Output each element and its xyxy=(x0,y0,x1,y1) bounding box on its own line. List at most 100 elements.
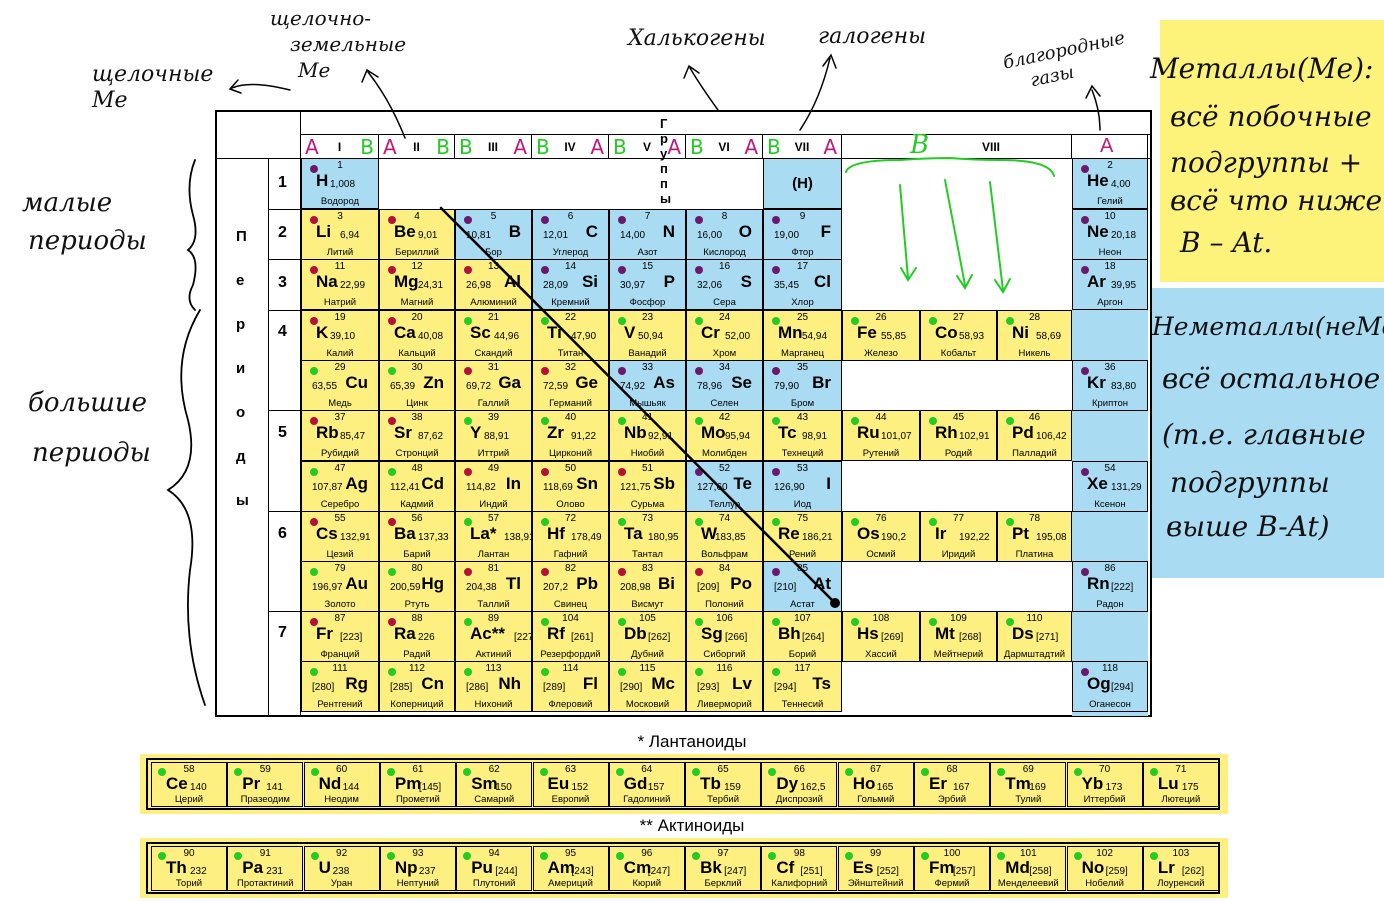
f-element-cell: 94 Pu [244] Плутоний xyxy=(456,846,533,891)
marker-dot xyxy=(158,768,166,776)
atomic-number: 72 xyxy=(564,513,577,524)
element-name: Дубний xyxy=(631,649,664,660)
header-divider xyxy=(215,158,1152,159)
marker-dot xyxy=(541,668,549,676)
atomic-mass: 238 xyxy=(332,866,350,877)
element-symbol: Xe xyxy=(1087,474,1108,493)
element-name: Ксенон xyxy=(1094,499,1126,510)
marker-dot xyxy=(464,367,472,375)
atomic-mass: [259] xyxy=(1105,866,1128,877)
marker-dot xyxy=(1081,668,1089,676)
marker-dot xyxy=(929,417,937,425)
atomic-mass: [247] xyxy=(724,866,747,877)
element-name: Фосфор xyxy=(629,297,666,308)
element-cell-F: 9 19,00 F Фтор xyxy=(763,209,842,260)
element-name: Барий xyxy=(403,549,431,560)
element-cell-Og: 118 Og [294] Оганесон xyxy=(1072,661,1148,712)
atomic-number: 91 xyxy=(259,848,271,859)
element-name: Калий xyxy=(326,348,354,359)
element-cell-Mn: 25 Mn 54,94 Марганец xyxy=(763,310,842,361)
marker-dot xyxy=(618,468,626,476)
element-symbol: Kr xyxy=(1087,373,1106,392)
atomic-number: 92 xyxy=(336,848,348,859)
marker-dot xyxy=(310,668,318,676)
f-element-cell: 97 Bk [247] Берклий xyxy=(685,846,762,891)
element-name: Борий xyxy=(788,649,817,660)
element-name: Кадмий xyxy=(400,499,434,510)
element-name: Диспрозий xyxy=(775,794,823,805)
atomic-mass: 137,33 xyxy=(418,532,449,543)
atomic-number: 60 xyxy=(336,764,348,775)
atomic-mass: [262] xyxy=(648,632,671,643)
element-symbol: Sn xyxy=(576,474,598,493)
f-element-cell: 92 U 238 Уран xyxy=(303,846,380,891)
element-name: Гадолиний xyxy=(623,794,671,805)
element-name: Эрбий xyxy=(937,794,967,805)
atomic-mass: 165 xyxy=(876,782,894,793)
marker-dot xyxy=(541,518,549,526)
atomic-mass: 74,92 xyxy=(620,381,646,392)
element-name: Празеодим xyxy=(240,794,290,805)
element-name: Селен xyxy=(710,398,739,409)
atomic-mass: [223] xyxy=(340,632,363,643)
f-element-cell: 68 Er 167 Эрбий xyxy=(914,762,990,807)
element-name: Уран xyxy=(330,878,353,889)
element-symbol: Gd xyxy=(623,774,648,793)
element-name: Аргон xyxy=(1097,297,1123,308)
marker-dot xyxy=(464,216,472,224)
marker-dot xyxy=(768,768,777,776)
marker-dot xyxy=(618,668,626,676)
atomic-mass: 54,94 xyxy=(802,331,828,342)
element-name: Стронций xyxy=(395,448,439,459)
atomic-mass: 169 xyxy=(1029,782,1046,793)
element-symbol: Mt xyxy=(935,624,955,643)
atomic-number: 28 xyxy=(1028,312,1041,323)
period-separator xyxy=(268,511,301,512)
element-cell-Ts: 117 [294] Ts Теннесий xyxy=(763,661,842,712)
atomic-number: 15 xyxy=(641,261,654,272)
element-name: Гольмий xyxy=(857,794,895,805)
period-separator xyxy=(268,410,301,411)
element-name: Рентгений xyxy=(317,699,363,710)
element-symbol: Er xyxy=(929,774,947,793)
nonmetals-note-4: подгруппы xyxy=(1170,466,1330,499)
group-sub-left: A xyxy=(383,135,397,159)
element-symbol: Hg xyxy=(421,574,444,593)
element-name: Протактиний xyxy=(237,878,294,889)
element-name: Железо xyxy=(864,348,898,359)
atomic-number: 21 xyxy=(487,312,500,323)
atomic-number: 82 xyxy=(564,563,577,574)
element-symbol: Pt xyxy=(1012,524,1029,543)
element-symbol: Tm xyxy=(1005,774,1031,793)
period-number: 2 xyxy=(278,224,287,241)
marker-dot xyxy=(618,216,626,224)
element-cell-Ca: 20 Ca 40,08 Кальций xyxy=(379,310,455,361)
element-symbol: (H) xyxy=(792,175,813,192)
marker-dot xyxy=(615,852,624,860)
metals-note-4: всё что ниже xyxy=(1170,184,1383,217)
element-symbol: Ta xyxy=(624,524,643,543)
atomic-number: 67 xyxy=(870,764,882,775)
element-name: Цинк xyxy=(406,398,428,409)
element-name: Фермий xyxy=(934,878,970,889)
element-cell-Rh: 45 Rh 102,91 Родий xyxy=(920,410,997,461)
group-header-8: VIII xyxy=(842,135,1072,158)
atomic-mass: 44,96 xyxy=(494,331,520,342)
element-symbol: Te xyxy=(733,474,752,493)
marker-dot xyxy=(541,266,549,274)
element-name: Америций xyxy=(548,878,593,889)
element-symbol: Tb xyxy=(700,774,721,793)
element-symbol: Fe xyxy=(857,323,877,342)
element-symbol: Rf xyxy=(547,624,565,643)
marker-dot xyxy=(310,518,318,526)
element-symbol: Sm xyxy=(471,774,498,793)
element-name: Тулий xyxy=(1015,794,1042,805)
f-block-title-lanthanides: * Лантаноиды xyxy=(637,732,747,751)
atomic-mass: [247] xyxy=(647,866,671,877)
element-cell-Sc: 21 Sc 44,96 Скандий xyxy=(455,310,532,361)
atomic-number: 40 xyxy=(564,412,577,423)
marker-dot xyxy=(464,618,472,626)
marker-dot xyxy=(772,618,780,626)
atomic-mass: [280] xyxy=(312,682,335,693)
element-symbol: C xyxy=(585,222,598,241)
